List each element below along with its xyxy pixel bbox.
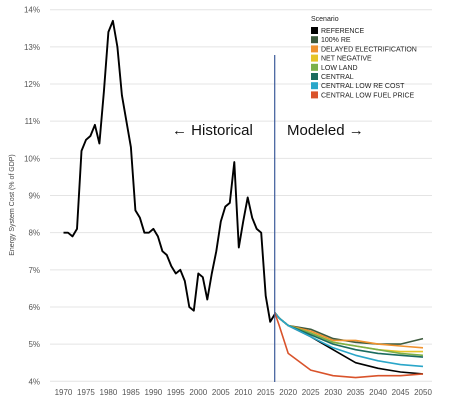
x-tick-label: 2000 <box>189 388 207 397</box>
historical-line <box>63 19 276 323</box>
x-tick-label: 1975 <box>77 388 95 397</box>
y-tick-label: 10% <box>24 154 40 163</box>
legend-label: LOW LAND <box>321 65 358 72</box>
legend-swatch <box>311 36 318 44</box>
x-tick-label: 2030 <box>324 388 342 397</box>
y-tick-label: 5% <box>28 340 40 349</box>
series-line-6 <box>274 311 424 368</box>
x-tick-label: 1970 <box>55 388 73 397</box>
legend-label: DELAYED ELECTRIFICATION <box>321 46 417 53</box>
y-axis-ticks: 4% 5% 6% 7% 8% 9% 10% 11% 12% 13% 14% <box>24 6 40 387</box>
legend-swatch <box>311 91 318 99</box>
legend-swatch <box>311 82 318 90</box>
x-tick-label: 2010 <box>234 388 252 397</box>
x-tick-label: 2040 <box>369 388 387 397</box>
legend-label: CENTRAL LOW FUEL PRICE <box>321 92 415 99</box>
legend-label: REFERENCE <box>321 28 365 35</box>
x-tick-label: 2005 <box>212 388 230 397</box>
x-tick-label: 1980 <box>100 388 118 397</box>
y-tick-label: 8% <box>28 229 40 238</box>
y-axis-label: Energy System Cost (% of GDP) <box>9 154 16 256</box>
y-tick-label: 9% <box>28 192 40 201</box>
legend-items: REFERENCE 100% RE DELAYED ELECTRIFICATION N… <box>311 27 417 99</box>
legend-label: CENTRAL LOW RE COST <box>321 83 405 90</box>
annotation-modeled: Modeled → <box>287 122 364 139</box>
legend: Scenario REFERENCE 100% RE DELAYED ELECTRI… <box>311 16 417 99</box>
x-tick-label: 2045 <box>392 388 410 397</box>
x-tick-label: 1985 <box>122 388 140 397</box>
series-line-4 <box>274 311 424 357</box>
annotation-historical: ← Historical <box>172 122 253 139</box>
y-tick-label: 14% <box>24 6 40 15</box>
legend-label: CENTRAL <box>321 74 354 81</box>
series-line-7 <box>273 312 424 379</box>
legend-swatch <box>311 63 318 71</box>
y-tick-label: 11% <box>25 117 40 126</box>
x-tick-label: 2020 <box>279 388 297 397</box>
y-tick-label: 13% <box>24 43 40 52</box>
x-axis-ticks: 1970 1975 1980 1985 1990 1995 2000 2005 2010 2015… <box>55 388 433 397</box>
x-tick-label: 2025 <box>302 388 320 397</box>
series-line-5 <box>274 311 424 358</box>
y-tick-label: 7% <box>28 266 40 275</box>
x-tick-label: 2015 <box>257 388 275 397</box>
x-tick-label: 2035 <box>347 388 365 397</box>
x-tick-label: 1995 <box>167 388 185 397</box>
legend-swatch <box>311 54 318 62</box>
legend-title: Scenario <box>311 16 339 23</box>
x-tick-label: 2050 <box>414 388 432 397</box>
legend-swatch <box>311 45 318 53</box>
series-lines <box>63 19 424 379</box>
legend-swatch <box>311 73 318 80</box>
legend-label: 100% RE <box>321 37 351 44</box>
legend-swatch <box>311 27 318 34</box>
x-tick-label: 1990 <box>144 388 162 397</box>
y-tick-label: 6% <box>28 303 40 312</box>
legend-label: NET NEGATIVE <box>321 56 372 63</box>
y-tick-label: 4% <box>28 377 40 386</box>
y-tick-label: 12% <box>24 80 40 89</box>
gridlines <box>50 9 432 382</box>
